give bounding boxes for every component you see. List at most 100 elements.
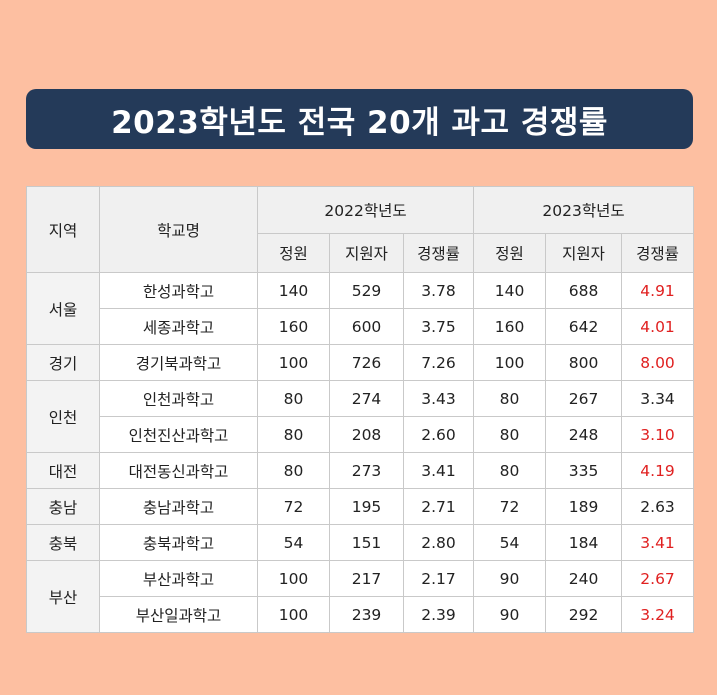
rate-2022-cell: 2.39 [402,596,475,633]
header-quota-2023: 정원 [473,233,547,273]
table-row: 부산일과학고 100 239 2.39 90 292 3.24 [27,596,695,633]
rate-2022-cell: 7.26 [402,344,475,381]
applicants-2023-cell: 267 [545,380,623,417]
rate-2023-cell: 3.41 [621,524,695,561]
table-row: 대전 대전동신과학고 80 273 3.41 80 335 4.19 [26,452,695,489]
school-cell: 인천진산과학고 [99,416,258,453]
applicants-2022-cell: 274 [329,380,404,417]
quota-2022-cell: 72 [257,488,330,525]
rate-2023-cell: 4.91 [621,272,695,309]
region-cell: 대전 [26,452,100,489]
table-row: 세종과학고 160 600 3.75 160 642 4.01 [27,308,695,345]
applicants-2023-cell: 642 [545,308,623,345]
school-cell: 세종과학고 [99,308,258,345]
quota-2022-cell: 100 [257,596,330,633]
applicants-2023-cell: 335 [545,452,623,489]
applicants-2022-cell: 600 [329,308,404,345]
quota-2022-cell: 100 [257,560,330,597]
header-rate-2022: 경쟁률 [402,233,475,273]
rate-2023-cell: 2.63 [621,488,695,525]
applicants-2022-cell: 217 [329,560,404,597]
table-row: 부산 부산과학고 100 217 2.17 90 240 2.67 [26,560,695,633]
quota-2023-cell: 140 [473,272,547,309]
school-cell: 대전동신과학고 [99,452,258,489]
rate-2022-cell: 3.78 [402,272,475,309]
rate-2022-cell: 3.43 [402,380,475,417]
header-year-2023: 2023학년도 [473,186,695,234]
applicants-2023-cell: 292 [545,596,623,633]
rate-2022-cell: 3.41 [402,452,475,489]
rate-2022-cell: 3.75 [402,308,475,345]
rate-2022-cell: 2.17 [402,560,475,597]
applicants-2023-cell: 248 [545,416,623,453]
header-year-2022: 2022학년도 [256,186,475,234]
applicants-2023-cell: 240 [545,560,623,597]
applicants-2022-cell: 208 [329,416,404,453]
header-quota-2022: 정원 [257,233,330,273]
table-row: 서울 한성과학고 140 529 3.78 140 688 4.91 [26,272,695,345]
quota-2022-cell: 140 [257,272,330,309]
rate-2022-cell: 2.60 [402,416,475,453]
applicants-2022-cell: 239 [329,596,404,633]
rate-2022-cell: 2.80 [402,524,475,561]
header-school: 학교명 [99,186,258,273]
quota-2022-cell: 80 [257,416,330,453]
header-rate-2023: 경쟁률 [621,233,695,273]
rate-2023-cell: 3.10 [621,416,695,453]
quota-2023-cell: 90 [473,596,547,633]
page-title: 2023학년도 전국 20개 과고 경쟁률 [26,89,693,149]
region-cell: 서울 [26,272,100,345]
table-row: 인천 인천과학고 80 274 3.43 80 267 3.34 [26,380,695,453]
applicants-2022-cell: 195 [329,488,404,525]
school-cell: 충북과학고 [99,524,258,561]
applicants-2022-cell: 726 [329,344,404,381]
region-cell: 충남 [26,488,100,525]
competition-rate-table: 지역 학교명 2022학년도 2023학년도 정원 지원자 경쟁률 정원 지원자… [26,186,695,633]
table-row: 인천진산과학고 80 208 2.60 80 248 3.10 [27,416,695,453]
rate-2023-cell: 2.67 [621,560,695,597]
quota-2023-cell: 160 [473,308,547,345]
region-cell: 인천 [26,380,100,453]
rate-2023-cell: 4.19 [621,452,695,489]
school-cell: 부산일과학고 [99,596,258,633]
applicants-2023-cell: 189 [545,488,623,525]
quota-2022-cell: 80 [257,380,330,417]
applicants-2023-cell: 800 [545,344,623,381]
applicants-2023-cell: 184 [545,524,623,561]
quota-2023-cell: 80 [473,416,547,453]
region-cell: 부산 [26,560,100,633]
quota-2023-cell: 80 [473,452,547,489]
quota-2023-cell: 100 [473,344,547,381]
rate-2022-cell: 2.71 [402,488,475,525]
quota-2023-cell: 90 [473,560,547,597]
quota-2023-cell: 80 [473,380,547,417]
header-applicants-2023: 지원자 [545,233,623,273]
rate-2023-cell: 3.24 [621,596,695,633]
table-row: 경기 경기북과학고 100 726 7.26 100 800 8.00 [26,344,695,381]
rate-2023-cell: 8.00 [621,344,695,381]
school-cell: 경기북과학고 [99,344,258,381]
header-applicants-2022: 지원자 [329,233,404,273]
school-cell: 부산과학고 [99,560,258,597]
header-region: 지역 [26,186,100,273]
quota-2023-cell: 72 [473,488,547,525]
region-cell: 경기 [26,344,100,381]
quota-2023-cell: 54 [473,524,547,561]
quota-2022-cell: 160 [257,308,330,345]
applicants-2023-cell: 688 [545,272,623,309]
school-cell: 충남과학고 [99,488,258,525]
region-cell: 충북 [26,524,100,561]
school-cell: 인천과학고 [99,380,258,417]
quota-2022-cell: 100 [257,344,330,381]
applicants-2022-cell: 151 [329,524,404,561]
table-row: 충남 충남과학고 72 195 2.71 72 189 2.63 [26,488,695,525]
table-body: 서울 한성과학고 140 529 3.78 140 688 4.91 세종과학고… [26,272,695,633]
quota-2022-cell: 54 [257,524,330,561]
applicants-2022-cell: 529 [329,272,404,309]
school-cell: 한성과학고 [99,272,258,309]
rate-2023-cell: 4.01 [621,308,695,345]
applicants-2022-cell: 273 [329,452,404,489]
table-row: 충북 충북과학고 54 151 2.80 54 184 3.41 [26,524,695,561]
rate-2023-cell: 3.34 [621,380,695,417]
quota-2022-cell: 80 [257,452,330,489]
